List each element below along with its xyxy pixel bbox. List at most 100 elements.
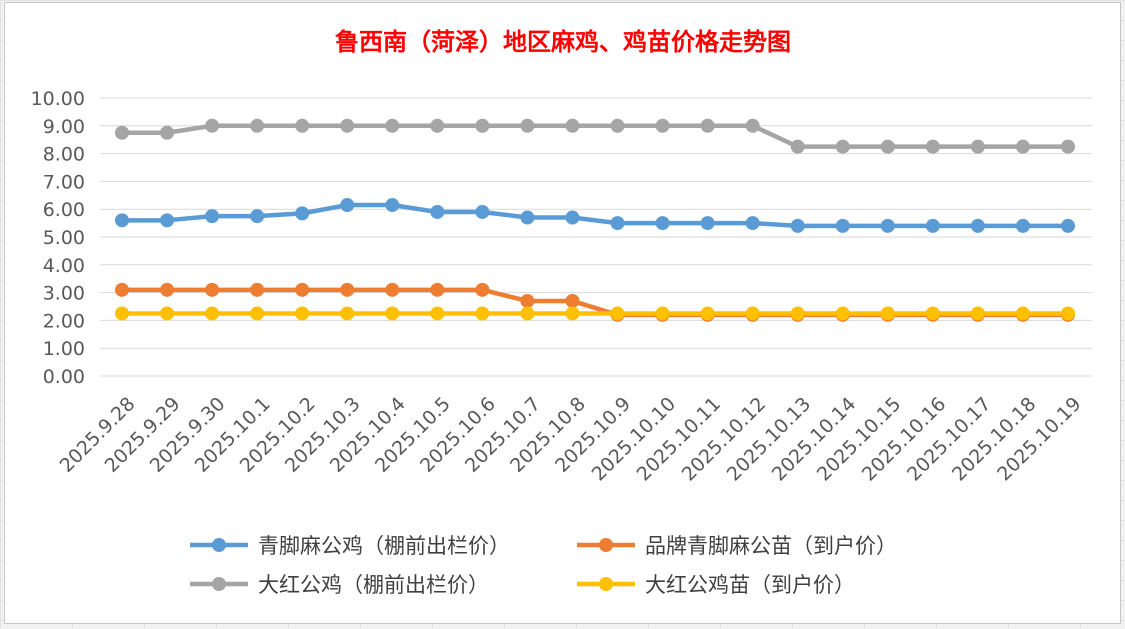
- data-point-s1-5: [340, 282, 355, 297]
- data-point-s0-12: [655, 216, 670, 231]
- data-point-s3-9: [520, 306, 535, 321]
- legend-label: 品牌青脚麻公苗（到户价）: [645, 534, 897, 558]
- y-tick-label: 5.00: [43, 227, 85, 249]
- data-point-s3-6: [385, 306, 400, 321]
- legend-swatch-marker: [212, 577, 226, 591]
- data-point-s0-0: [115, 213, 129, 228]
- data-point-s0-15: [790, 218, 805, 233]
- y-tick-label: 2.00: [43, 310, 85, 332]
- data-point-s3-17: [880, 306, 895, 321]
- data-point-s1-9: [520, 293, 535, 308]
- data-point-s3-7: [430, 306, 445, 321]
- data-point-s1-2: [205, 282, 220, 297]
- series-lines: [122, 123, 1068, 318]
- data-point-s2-19: [970, 139, 985, 154]
- data-point-s1-6: [385, 282, 400, 297]
- data-point-s2-14: [745, 118, 760, 133]
- data-point-s0-18: [925, 218, 940, 233]
- data-point-s0-21: [1061, 218, 1075, 233]
- data-point-s0-20: [1015, 218, 1030, 233]
- chart-title: 鲁西南（菏泽）地区麻鸡、鸡苗价格走势图: [335, 28, 791, 56]
- data-point-s2-3: [250, 118, 265, 133]
- legend-item-0: 青脚麻公鸡（棚前出栏价）: [190, 534, 510, 558]
- data-point-s2-12: [655, 118, 670, 133]
- legend-label: 大红公鸡（棚前出栏价）: [258, 573, 489, 597]
- data-point-s3-15: [790, 306, 805, 321]
- y-gridlines: [100, 97, 1092, 377]
- data-point-s0-16: [835, 218, 850, 233]
- y-tick-label: 6.00: [43, 199, 85, 221]
- legend-item-3: 大红公鸡苗（到户价）: [577, 573, 855, 597]
- data-point-s1-1: [160, 282, 175, 297]
- y-tick-label: 3.00: [43, 283, 85, 305]
- data-point-s2-16: [835, 139, 850, 154]
- legend-item-1: 品牌青脚麻公苗（到户价）: [577, 534, 897, 558]
- data-point-s2-10: [565, 118, 580, 133]
- data-point-s3-16: [835, 306, 850, 321]
- data-point-s3-12: [655, 306, 670, 321]
- y-tick-label: 10.00: [31, 88, 85, 110]
- legend-swatch-marker: [212, 538, 226, 552]
- series-line-2: [122, 123, 1068, 149]
- line-chart: 鲁西南（菏泽）地区麻鸡、鸡苗价格走势图 0.00 1.00 2.00 3.00 4.00…: [31, 28, 1092, 597]
- data-point-s2-18: [925, 139, 940, 154]
- data-point-s0-1: [160, 213, 175, 228]
- data-point-s2-13: [700, 118, 715, 133]
- x-axis-tick-labels: 2025.9.282025.9.292025.9.302025.10.12025…: [56, 393, 1086, 485]
- y-tick-label: 7.00: [43, 171, 85, 193]
- legend-item-2: 大红公鸡（棚前出栏价）: [190, 573, 489, 597]
- data-point-s3-10: [565, 306, 580, 321]
- data-point-s0-2: [205, 209, 220, 224]
- data-point-s1-3: [250, 282, 265, 297]
- legend-label: 青脚麻公鸡（棚前出栏价）: [258, 534, 510, 558]
- legend-swatch-marker: [599, 577, 613, 591]
- data-point-s2-17: [880, 139, 895, 154]
- data-point-s0-8: [475, 204, 490, 219]
- legend-label: 大红公鸡苗（到户价）: [645, 573, 855, 597]
- series-line-1: [122, 287, 1068, 318]
- chart-area[interactable]: 鲁西南（菏泽）地区麻鸡、鸡苗价格走势图 0.00 1.00 2.00 3.00 4.00…: [4, 2, 1121, 624]
- data-point-s1-7: [430, 282, 445, 297]
- data-point-s2-21: [1061, 139, 1075, 154]
- data-point-s3-13: [700, 306, 715, 321]
- data-point-s2-9: [520, 118, 535, 133]
- data-point-s0-5: [340, 198, 355, 213]
- data-point-s3-11: [610, 306, 625, 321]
- data-point-s2-2: [205, 118, 220, 133]
- data-point-s0-7: [430, 204, 445, 219]
- series-line-0: [122, 202, 1068, 229]
- data-point-s1-8: [475, 282, 490, 297]
- data-point-s3-20: [1015, 306, 1030, 321]
- y-tick-label: 9.00: [43, 116, 85, 138]
- legend-swatch-marker: [599, 538, 613, 552]
- data-point-s3-8: [475, 306, 490, 321]
- data-point-s3-3: [250, 306, 265, 321]
- data-point-s3-1: [160, 306, 175, 321]
- data-point-s2-15: [790, 139, 805, 154]
- y-tick-label: 4.00: [43, 255, 85, 277]
- data-point-s3-4: [295, 306, 310, 321]
- data-point-s0-17: [880, 218, 895, 233]
- y-tick-label: 1.00: [43, 338, 85, 360]
- data-point-s2-4: [295, 118, 310, 133]
- data-point-s1-0: [115, 282, 129, 297]
- data-point-s3-21: [1061, 306, 1075, 321]
- data-point-s2-1: [160, 125, 175, 140]
- data-point-s3-0: [115, 306, 129, 321]
- data-point-s3-5: [340, 306, 355, 321]
- data-point-s2-11: [610, 118, 625, 133]
- series-markers: [115, 118, 1075, 322]
- data-point-s3-14: [745, 306, 760, 321]
- data-point-s0-3: [250, 209, 265, 224]
- data-point-s0-6: [385, 198, 400, 213]
- data-point-s0-11: [610, 216, 625, 231]
- data-point-s0-10: [565, 210, 580, 225]
- data-point-s3-18: [925, 306, 940, 321]
- data-point-s0-9: [520, 210, 535, 225]
- y-tick-label: 8.00: [43, 144, 85, 166]
- y-tick-label: 0.00: [43, 366, 85, 388]
- data-point-s1-10: [565, 293, 580, 308]
- legend: 青脚麻公鸡（棚前出栏价） 品牌青脚麻公苗（到户价） 大红公鸡（棚前出栏价） 大红公鸡苗…: [190, 534, 897, 597]
- data-point-s0-14: [745, 216, 760, 231]
- data-point-s2-5: [340, 118, 355, 133]
